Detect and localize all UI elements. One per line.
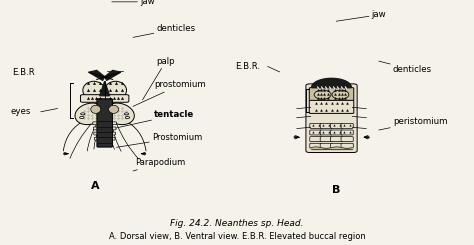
Ellipse shape (83, 81, 105, 99)
Circle shape (81, 113, 85, 115)
FancyBboxPatch shape (331, 130, 343, 135)
FancyBboxPatch shape (341, 137, 353, 142)
FancyBboxPatch shape (341, 143, 353, 148)
Text: jaw: jaw (336, 10, 386, 21)
Text: E.B.R.: E.B.R. (235, 62, 260, 71)
Ellipse shape (109, 105, 118, 113)
FancyBboxPatch shape (309, 100, 354, 113)
Ellipse shape (91, 105, 100, 113)
Text: denticles: denticles (379, 61, 432, 74)
Text: tentacle: tentacle (117, 110, 194, 128)
FancyBboxPatch shape (331, 143, 343, 148)
Ellipse shape (332, 90, 349, 99)
Text: Fig. 24.2. Neanthes sp. Head.: Fig. 24.2. Neanthes sp. Head. (170, 219, 304, 228)
Text: denticles: denticles (133, 24, 196, 37)
Circle shape (125, 116, 130, 119)
Text: prostomium: prostomium (133, 80, 206, 106)
Text: Parapodium: Parapodium (133, 158, 186, 171)
FancyBboxPatch shape (97, 99, 112, 147)
FancyBboxPatch shape (310, 123, 322, 128)
Polygon shape (105, 70, 120, 80)
FancyBboxPatch shape (331, 123, 343, 128)
Text: jaw: jaw (112, 0, 155, 6)
Circle shape (80, 116, 84, 119)
Ellipse shape (105, 81, 127, 99)
FancyBboxPatch shape (306, 84, 357, 152)
Ellipse shape (75, 103, 105, 125)
FancyBboxPatch shape (320, 130, 332, 135)
FancyBboxPatch shape (81, 95, 129, 102)
Polygon shape (100, 81, 109, 96)
FancyBboxPatch shape (94, 132, 116, 135)
Text: E.B.R: E.B.R (12, 68, 35, 77)
Text: eyes: eyes (10, 107, 30, 116)
FancyBboxPatch shape (320, 143, 332, 148)
FancyBboxPatch shape (331, 137, 343, 142)
FancyBboxPatch shape (341, 130, 353, 135)
Polygon shape (89, 70, 105, 80)
Polygon shape (312, 78, 351, 87)
FancyBboxPatch shape (309, 88, 354, 101)
FancyBboxPatch shape (93, 122, 117, 125)
FancyBboxPatch shape (93, 127, 116, 130)
FancyBboxPatch shape (94, 137, 115, 140)
Ellipse shape (314, 90, 331, 99)
Text: A: A (91, 181, 100, 191)
Text: palp: palp (143, 57, 175, 100)
FancyBboxPatch shape (320, 137, 332, 142)
FancyBboxPatch shape (341, 123, 353, 128)
Ellipse shape (105, 103, 134, 125)
Text: B: B (332, 185, 340, 195)
FancyBboxPatch shape (310, 137, 322, 142)
FancyBboxPatch shape (320, 123, 332, 128)
Text: Prostomium: Prostomium (117, 133, 202, 147)
Circle shape (124, 113, 128, 115)
Text: peristomium: peristomium (379, 117, 447, 130)
FancyBboxPatch shape (310, 143, 322, 148)
FancyBboxPatch shape (310, 130, 322, 135)
Text: A. Dorsal view, B. Ventral view. E.B.R. Elevated buccal region: A. Dorsal view, B. Ventral view. E.B.R. … (109, 232, 365, 241)
